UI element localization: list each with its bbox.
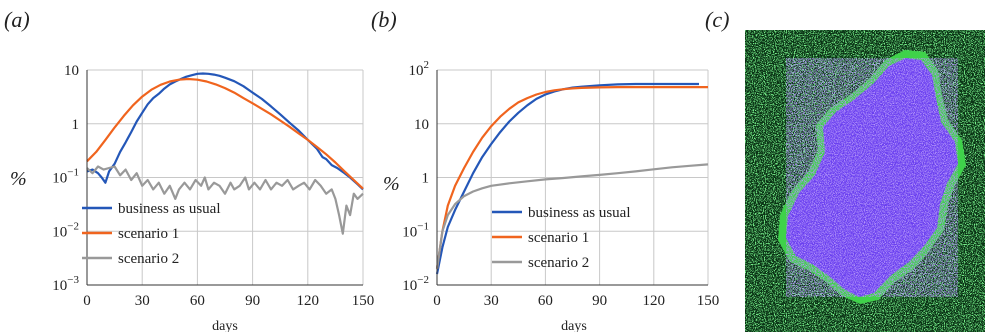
- chart-a-ytick: 10−3: [52, 274, 79, 294]
- chart-b-xtick: 90: [592, 293, 607, 309]
- chart-a: 0 30 60 90 120 150 10−3 10−2 10−1 1 10 % days busi…: [10, 63, 374, 332]
- chart-a-ytick: 10: [64, 63, 79, 79]
- chart-a-series: [86, 72, 364, 235]
- chart-b-series-0-line: [435, 82, 699, 275]
- chart-a-xlabel: days: [212, 319, 238, 332]
- chart-b-axes: 0 30 60 90 120 150 10−2 10−1 1 10 102: [402, 59, 719, 309]
- chart-b-legend-entry: scenario 2: [492, 255, 589, 271]
- chart-b-ytick: 10: [414, 117, 429, 133]
- chart-a-series-1-line: [86, 77, 364, 190]
- chart-a-legend-label: scenario 2: [118, 251, 179, 267]
- chart-b-legend-label: business as usual: [528, 205, 631, 221]
- chart-b-xtick: 150: [697, 293, 720, 309]
- chart-b-xtick: 0: [433, 293, 441, 309]
- chart-b-ytick: 10−1: [402, 220, 429, 240]
- chart-a-legend-label: business as usual: [118, 201, 221, 217]
- chart-b-series-1-line: [435, 86, 708, 269]
- panel-b-letter: (b): [371, 7, 397, 32]
- chart-b-xlabel: days: [561, 319, 587, 332]
- chart-a-legend: business as usual scenario 1 scenario 2: [82, 201, 221, 267]
- chart-b: 0 30 60 90 120 150 10−2 10−1 1 10 102 % days busin…: [383, 59, 719, 332]
- infected-region-texture: [786, 58, 958, 297]
- chart-a-xtick: 90: [245, 293, 260, 309]
- chart-a-ylabel: %: [10, 168, 27, 190]
- chart-b-legend-entry: scenario 1: [492, 230, 589, 246]
- chart-a-series-0-line: [86, 72, 364, 191]
- chart-b-legend-entry: business as usual: [492, 205, 631, 221]
- chart-a-legend-entry: scenario 2: [82, 251, 179, 267]
- chart-b-legend-label: scenario 1: [528, 230, 589, 246]
- chart-b-ytick: 10−2: [402, 274, 429, 294]
- chart-a-legend-entry: scenario 1: [82, 226, 179, 242]
- chart-b-ylabel: %: [383, 173, 400, 195]
- chart-a-legend-entry: business as usual: [82, 201, 221, 217]
- chart-a-ytick: 1: [72, 117, 80, 133]
- chart-a-ytick: 10−1: [52, 167, 79, 187]
- chart-a-xtick: 60: [190, 293, 205, 309]
- chart-b-xtick: 30: [484, 293, 499, 309]
- chart-a-axes: 0 30 60 90 120 150 10−3 10−2 10−1 1 10: [52, 63, 374, 309]
- chart-a-series-2-line: [86, 165, 364, 235]
- chart-b-xtick: 60: [538, 293, 553, 309]
- chart-b-series-2-line: [435, 163, 709, 269]
- chart-a-legend-label: scenario 1: [118, 226, 179, 242]
- spatial-map: [745, 30, 985, 332]
- chart-b-legend: business as usual scenario 1 scenario 2: [492, 205, 631, 271]
- chart-a-ytick: 10−2: [52, 220, 79, 240]
- panel-a-letter: (a): [4, 7, 30, 32]
- chart-a-xtick: 30: [135, 293, 150, 309]
- chart-b-legend-label: scenario 2: [528, 255, 589, 271]
- chart-b-grid: [436, 69, 709, 286]
- panel-c-letter: (c): [705, 7, 729, 32]
- chart-b-xtick: 120: [643, 293, 666, 309]
- chart-a-xtick: 0: [83, 293, 91, 309]
- chart-b-ytick: 1: [422, 171, 430, 187]
- chart-b-ytick: 102: [409, 59, 430, 79]
- chart-b-series: [435, 82, 709, 275]
- chart-a-xtick: 150: [352, 293, 375, 309]
- chart-a-xtick: 120: [297, 293, 320, 309]
